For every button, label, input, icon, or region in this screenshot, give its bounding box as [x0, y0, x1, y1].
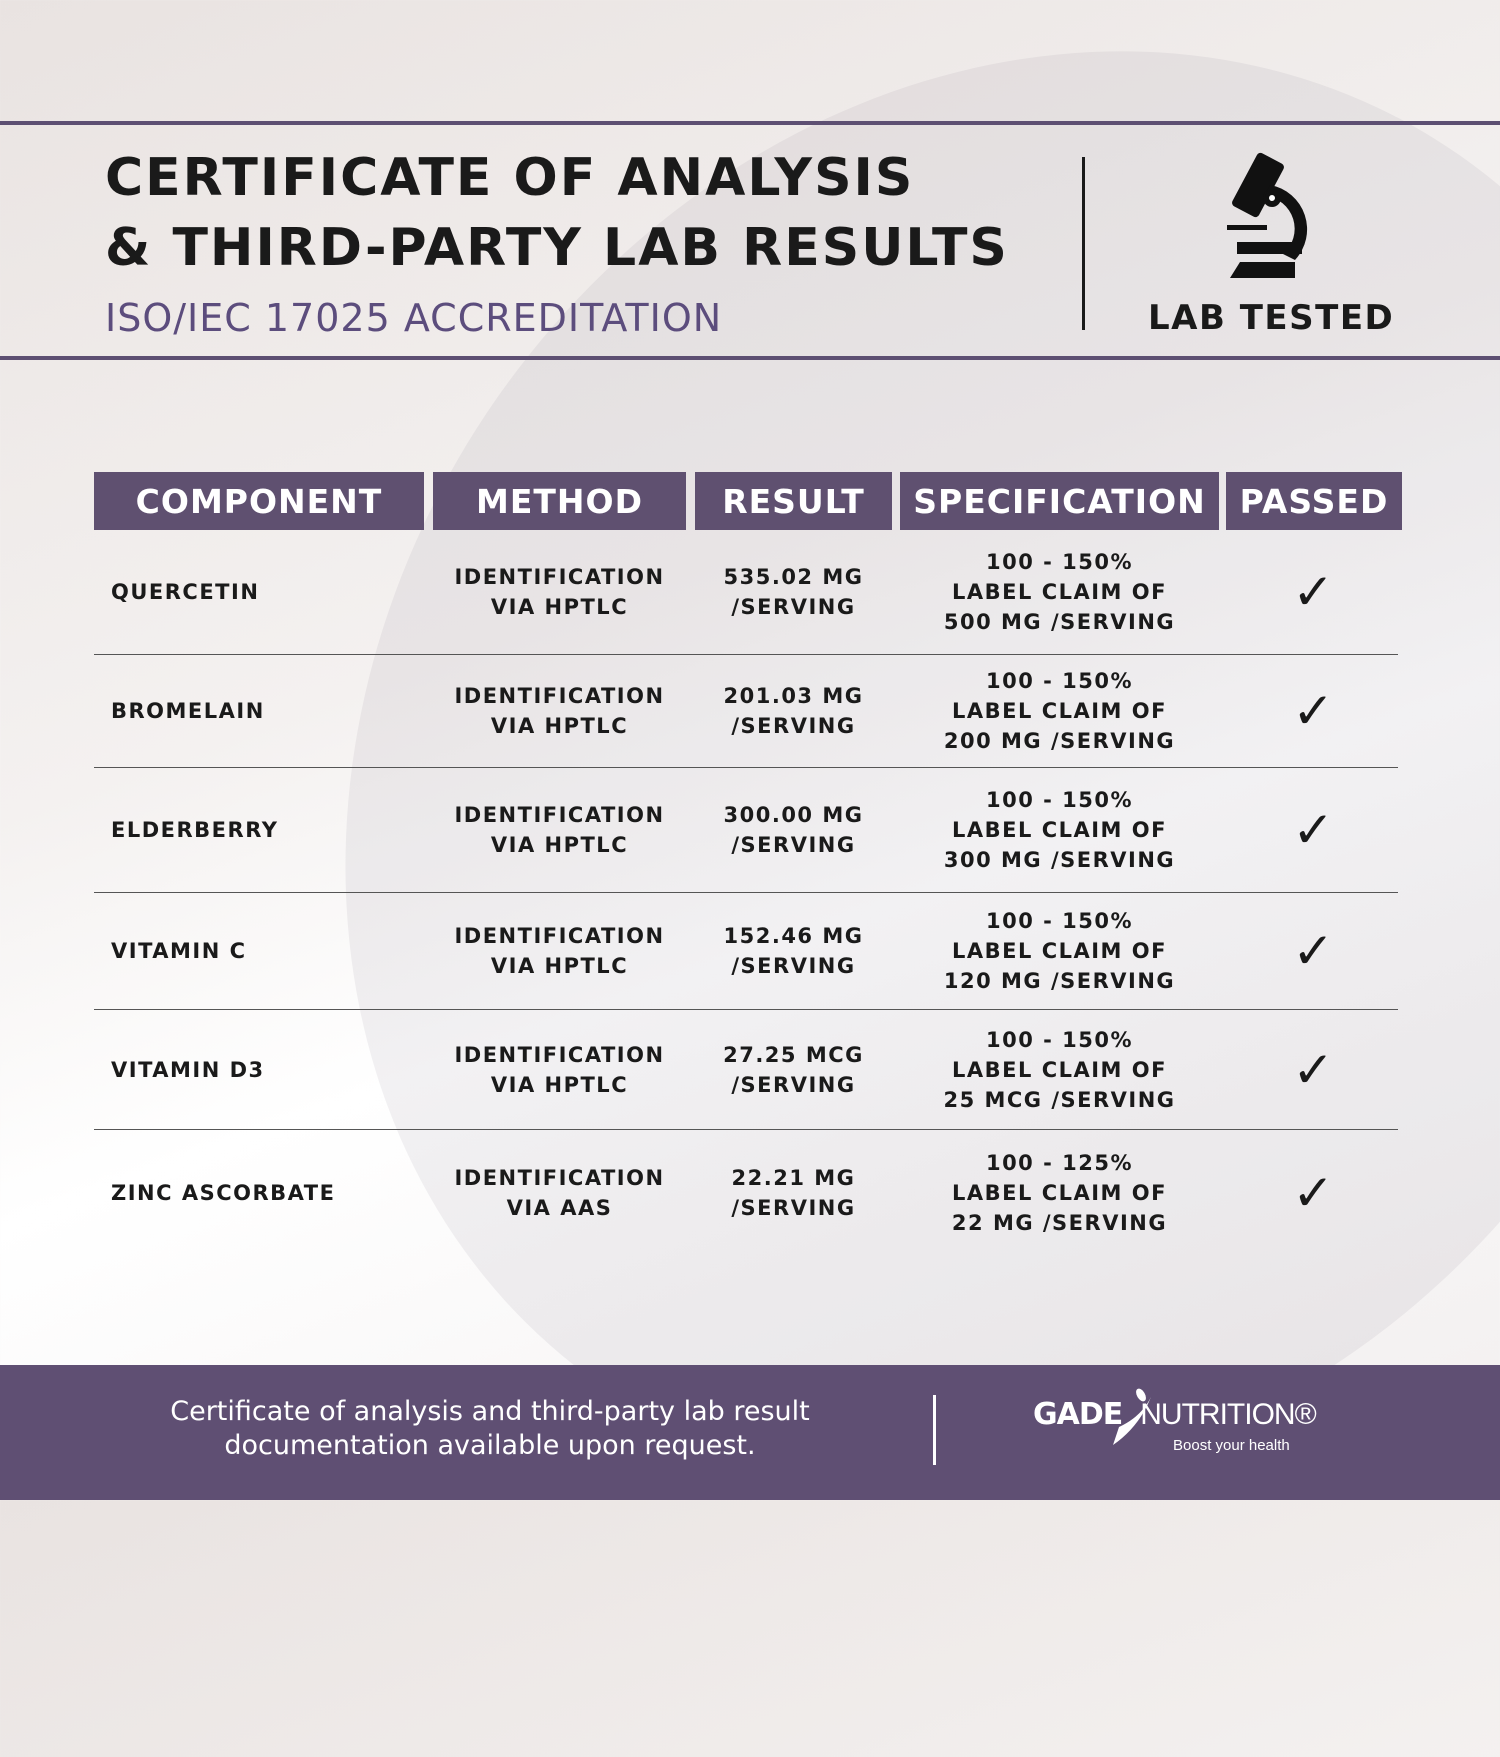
footer-divider: [933, 1395, 936, 1465]
table-row: VITAMIN C IDENTIFICATION VIA HPTLC 152.46 …: [94, 893, 1398, 1010]
component-cell: VITAMIN C: [111, 939, 247, 963]
column-header-specification: SPECIFICATION: [900, 472, 1219, 530]
specification-cell: 100 - 150% LABEL CLAIM OF 500 MG /SERVIN…: [943, 550, 1176, 634]
page-subtitle: ISO/IEC 17025 ACCREDITATION: [105, 296, 723, 340]
specification-cell: 100 - 125% LABEL CLAIM OF 22 MG /SERVING: [951, 1150, 1168, 1235]
checkmark-icon: ✓: [1292, 563, 1336, 621]
header-bottom-rule: [0, 356, 1500, 360]
checkmark-icon: ✓: [1292, 1163, 1336, 1222]
table-row: ZINC ASCORBATE IDENTIFICATION VIA AAS 22.2…: [94, 1130, 1398, 1255]
result-cell: 152.46 MG /SERVING: [723, 924, 864, 978]
table-row: QUERCETIN IDENTIFICATION VIA HPTLC 535.02 …: [94, 530, 1398, 655]
checkmark-icon: ✓: [1292, 801, 1336, 859]
checkmark-icon: ✓: [1292, 922, 1336, 980]
brand-logo: GADE NUTRITION® Boost your health: [1033, 1387, 1317, 1467]
specification-cell: 100 - 150% LABEL CLAIM OF 200 MG /SERVIN…: [943, 669, 1176, 753]
specification-cell: 100 - 150% LABEL CLAIM OF 120 MG /SERVIN…: [943, 909, 1176, 993]
table-row: ELDERBERRY IDENTIFICATION VIA HPTLC 300.00…: [94, 768, 1398, 893]
table-row: BROMELAIN IDENTIFICATION VIA HPTLC 201.03 …: [94, 655, 1398, 768]
method-cell: IDENTIFICATION VIA HPTLC: [454, 803, 665, 857]
page-title-line2: & THIRD-PARTY LAB RESULTS: [105, 218, 1009, 278]
component-cell: QUERCETIN: [111, 580, 260, 604]
logo-brand-bold: GADE: [1033, 1397, 1123, 1432]
result-cell: 535.02 MG /SERVING: [723, 565, 864, 619]
result-cell: 22.21 MG /SERVING: [731, 1165, 856, 1220]
method-cell: IDENTIFICATION VIA HPTLC: [454, 684, 665, 738]
column-header-component: COMPONENT: [94, 472, 424, 530]
component-cell: VITAMIN D3: [111, 1057, 265, 1082]
microscope-icon: [1227, 152, 1308, 278]
component-cell: ELDERBERRY: [111, 818, 279, 842]
logo-tagline: Boost your health: [1173, 1437, 1290, 1454]
method-cell: IDENTIFICATION VIA HPTLC: [454, 565, 665, 619]
logo-brand-light: NUTRITION®: [1140, 1398, 1316, 1431]
footer: Certificate of analysis and third-party …: [0, 1365, 1500, 1500]
page-title-line1: CERTIFICATE OF ANALYSIS: [105, 148, 915, 208]
column-header-result: RESULT: [695, 472, 892, 530]
footer-note: Certificate of analysis and third-party …: [170, 1396, 810, 1461]
lab-tested-label: LAB TESTED: [1148, 298, 1395, 338]
result-cell: 300.00 MG /SERVING: [723, 803, 864, 857]
result-cell: 201.03 MG /SERVING: [723, 684, 864, 738]
component-cell: ZINC ASCORBATE: [111, 1180, 336, 1205]
header-divider: [1082, 157, 1085, 330]
header-top-rule: [0, 121, 1500, 125]
method-cell: IDENTIFICATION VIA HPTLC: [454, 1042, 665, 1097]
leaf-swoosh-icon: [1113, 1388, 1151, 1445]
checkmark-icon: ✓: [1292, 682, 1336, 740]
table-row: VITAMIN D3 IDENTIFICATION VIA HPTLC 27.25 …: [94, 1010, 1398, 1130]
component-cell: BROMELAIN: [111, 699, 265, 723]
method-cell: IDENTIFICATION VIA AAS: [454, 1165, 665, 1220]
checkmark-icon: ✓: [1292, 1040, 1336, 1099]
column-header-passed: PASSED: [1226, 472, 1402, 530]
result-cell: 27.25 MCG /SERVING: [723, 1042, 864, 1097]
column-header-method: METHOD: [433, 472, 686, 530]
specification-cell: 100 - 150% LABEL CLAIM OF 300 MG /SERVIN…: [943, 788, 1176, 872]
specification-cell: 100 - 150% LABEL CLAIM OF 25 MCG /SERVIN…: [943, 1027, 1176, 1112]
method-cell: IDENTIFICATION VIA HPTLC: [454, 924, 665, 978]
